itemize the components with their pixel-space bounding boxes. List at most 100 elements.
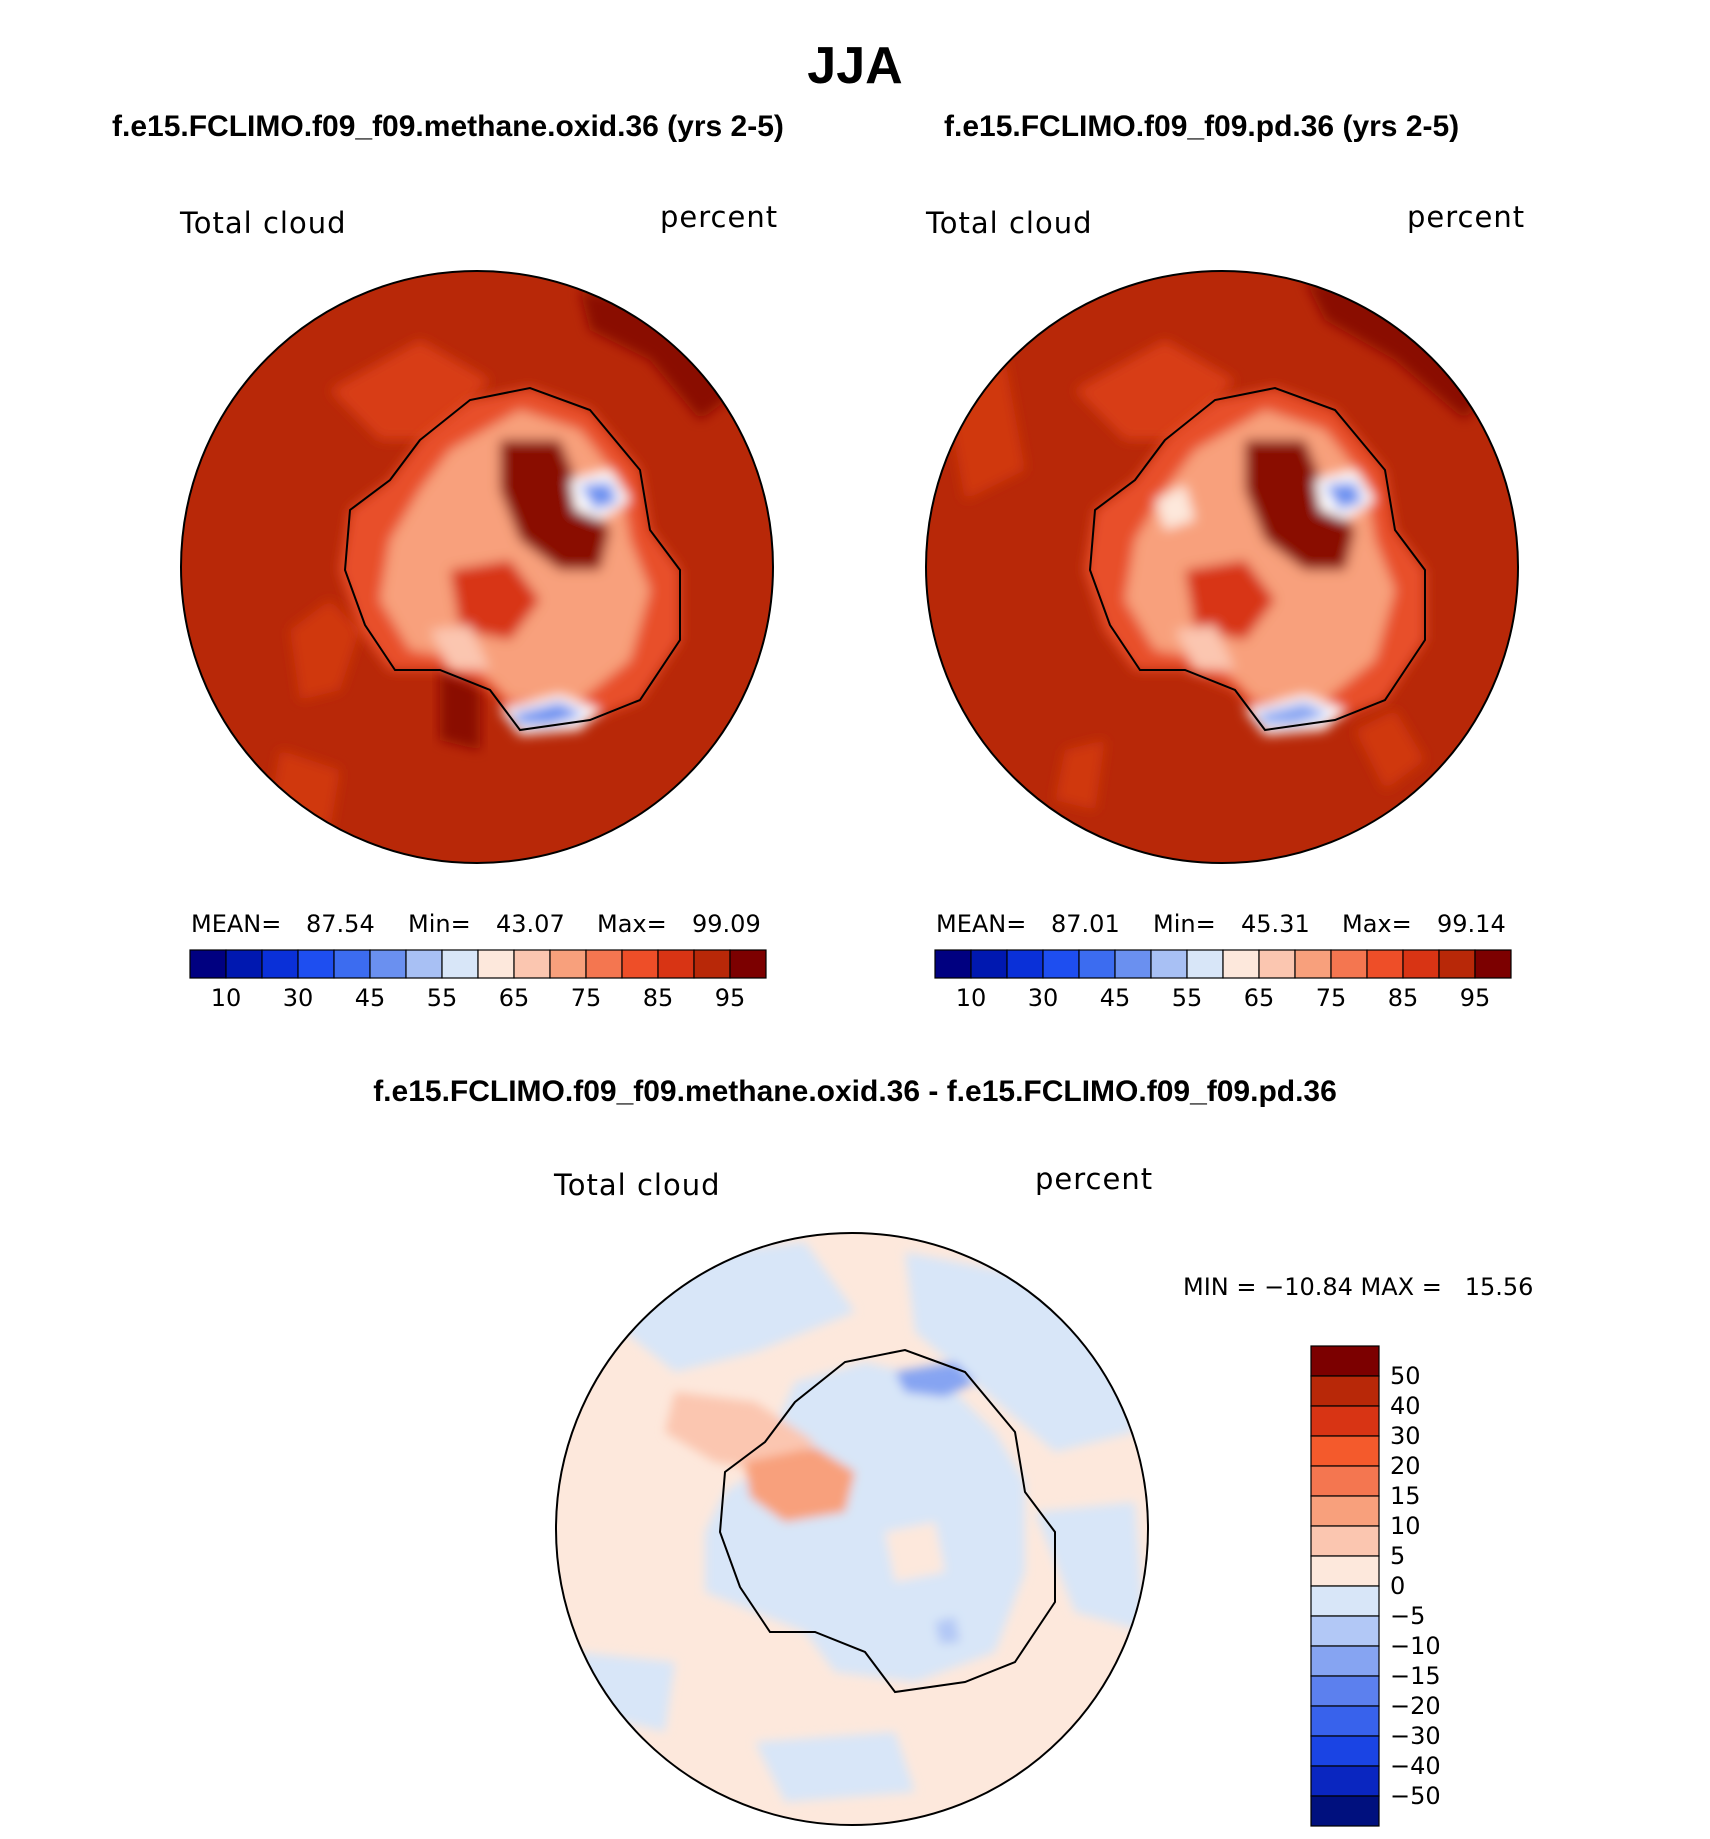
diff-colorbar-tick-label: −5 [1390, 1602, 1425, 1630]
panel-2-colorbar: 10 30 45 55 65 75 85 95 [934, 949, 1512, 1012]
panel-2-max-value: 99.14 [1437, 910, 1506, 938]
diff-colorbar-swatch [1310, 1765, 1380, 1797]
panel-2-min-value: 45.31 [1241, 910, 1310, 938]
panel-1-min-label: Min= [408, 910, 471, 938]
panel-2-units-label: percent [1407, 200, 1526, 234]
diff-colorbar-swatch [1310, 1735, 1380, 1767]
panel-2-mean-value: 87.01 [1051, 910, 1120, 938]
panel-2-colorbar-swatch [1114, 949, 1152, 979]
diff-case-title: f.e15.FCLIMO.f09_f09.methane.oxid.36 - f… [373, 1075, 1337, 1108]
diff-colorbar-tick-label: −15 [1390, 1662, 1441, 1690]
panel-1-colorbar-tick-label: 55 [427, 984, 458, 1012]
panel-1-min-value: 43.07 [496, 910, 565, 938]
panel-1-colorbar-tick-label: 30 [283, 984, 314, 1012]
panel-2-colorbar-swatch [1402, 949, 1440, 979]
diff-colorbar-tick-label: −40 [1390, 1752, 1441, 1780]
panel-2-variable-label: Total cloud [926, 206, 1093, 240]
panel-1-colorbar-swatch [621, 949, 659, 979]
diff-colorbar-swatch [1310, 1435, 1380, 1467]
panel-1-mean-value: 87.54 [306, 910, 375, 938]
panel-2-map [925, 270, 1519, 864]
diff-colorbar-swatch [1310, 1585, 1380, 1617]
panel-1-colorbar-swatch [333, 949, 371, 979]
diff-colorbar-swatch [1310, 1795, 1380, 1827]
panel-1-mean-label: MEAN= [191, 910, 282, 938]
panel-1-colorbar-swatch [549, 949, 587, 979]
diff-colorbar-swatch [1310, 1555, 1380, 1587]
diff-colorbar-swatch [1310, 1705, 1380, 1737]
panel-2-min-label: Min= [1153, 910, 1216, 938]
panel-1-colorbar-swatch [405, 949, 443, 979]
panel-2-colorbar-tick-label: 55 [1172, 984, 1203, 1012]
panel-2-colorbar-swatch [1294, 949, 1332, 979]
panel-2-max-label: Max= [1342, 910, 1412, 938]
diff-colorbar-tick-label: 40 [1390, 1392, 1421, 1420]
panel-1-colorbar-tick-label: 10 [211, 984, 242, 1012]
panel-2-colorbar-swatch [1222, 949, 1260, 979]
panel-1-colorbar-tick-label: 45 [355, 984, 386, 1012]
panel-2-case-title: f.e15.FCLIMO.f09_f09.pd.36 (yrs 2-5) [944, 110, 1460, 143]
diff-colorbar-tick-label: 10 [1390, 1512, 1421, 1540]
diff-colorbar-swatch [1310, 1615, 1380, 1647]
panel-1-colorbar-swatch [477, 949, 515, 979]
diff-min-max: MIN = −10.84 MAX = 15.56 [1183, 1273, 1534, 1301]
panel-1-colorbar-swatch [585, 949, 623, 979]
panel-2-colorbar-swatch [1006, 949, 1044, 979]
panel-1-units-label: percent [660, 200, 779, 234]
panel-1-map [180, 270, 774, 864]
panel-2-colorbar-swatch [1330, 949, 1368, 979]
panel-2-colorbar-swatch [1474, 949, 1512, 979]
diff-colorbar-tick-label: 5 [1390, 1542, 1405, 1570]
diff-colorbar-swatch [1310, 1495, 1380, 1527]
panel-1-colorbar-tick-label: 65 [499, 984, 530, 1012]
panel-1-colorbar-swatch [693, 949, 731, 979]
panel-1-colorbar-swatch [261, 949, 299, 979]
panel-1-colorbar-swatch [225, 949, 263, 979]
diff-map [555, 1232, 1149, 1826]
diff-colorbar-swatch [1310, 1525, 1380, 1557]
panel-1-colorbar-swatch [297, 949, 335, 979]
panel-2-colorbar-tick-label: 10 [956, 984, 987, 1012]
diff-units-label: percent [1035, 1162, 1154, 1196]
diff-colorbar-tick-label: 50 [1390, 1362, 1421, 1390]
diff-colorbar-swatch [1310, 1465, 1380, 1497]
figure-title: JJA [807, 37, 903, 95]
diff-colorbar-tick-label: 30 [1390, 1422, 1421, 1450]
panel-1-colorbar-tick-label: 95 [715, 984, 746, 1012]
panel-2-colorbar-swatch [1366, 949, 1404, 979]
panel-1-colorbar: 10 30 45 55 65 75 85 95 [189, 949, 767, 1012]
diff-colorbar-tick-label: −50 [1390, 1782, 1441, 1810]
diff-colorbar-tick-label: 20 [1390, 1452, 1421, 1480]
diff-colorbar-swatch [1310, 1675, 1380, 1707]
panel-2-colorbar-swatch [1078, 949, 1116, 979]
panel-1-colorbar-swatch [441, 949, 479, 979]
panel-1-max-label: Max= [597, 910, 667, 938]
diff-colorbar-swatch [1310, 1405, 1380, 1437]
panel-2-colorbar-swatch [1186, 949, 1224, 979]
panel-2-colorbar-swatch [1438, 949, 1476, 979]
diff-colorbar-swatch [1310, 1375, 1380, 1407]
panel-1-case-title: f.e15.FCLIMO.f09_f09.methane.oxid.36 (yr… [112, 110, 784, 143]
panel-1-max-value: 99.09 [692, 910, 761, 938]
panel-1-colorbar-tick-label: 75 [571, 984, 602, 1012]
panel-2-colorbar-tick-label: 85 [1388, 984, 1419, 1012]
panel-1-colorbar-swatch [369, 949, 407, 979]
diff-colorbar-tick-label: −10 [1390, 1632, 1441, 1660]
panel-2-colorbar-swatch [934, 949, 972, 979]
panel-1-colorbar-swatch [729, 949, 767, 979]
panel-2-colorbar-swatch [1150, 949, 1188, 979]
diff-variable-label: Total cloud [554, 1168, 721, 1202]
diff-colorbar-tick-label: −30 [1390, 1722, 1441, 1750]
panel-2-colorbar-tick-label: 30 [1028, 984, 1059, 1012]
diff-colorbar-swatch [1310, 1345, 1380, 1377]
panel-1-colorbar-swatch [657, 949, 695, 979]
panel-1-colorbar-tick-label: 85 [643, 984, 674, 1012]
diff-colorbar-tick-label: 15 [1390, 1482, 1421, 1510]
panel-1-colorbar-swatch [513, 949, 551, 979]
diff-colorbar-tick-label: 0 [1390, 1572, 1405, 1600]
panel-2-colorbar-tick-label: 75 [1316, 984, 1347, 1012]
diff-colorbar-swatch [1310, 1645, 1380, 1677]
panel-2-colorbar-swatch [970, 949, 1008, 979]
panel-1-colorbar-swatch [189, 949, 227, 979]
